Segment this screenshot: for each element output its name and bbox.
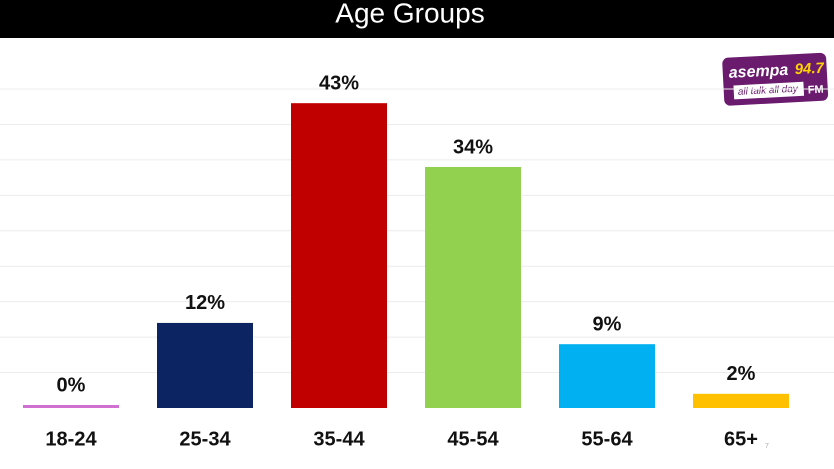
value-label: 2% <box>727 363 756 385</box>
x-tick-label: 35-44 <box>313 428 365 450</box>
x-tick-label: 45-54 <box>447 428 499 450</box>
bar <box>425 166 521 408</box>
x-tick-label: 18-24 <box>45 428 97 450</box>
logo-name: asempa <box>728 62 789 82</box>
bar <box>693 393 789 408</box>
logo-slogan-box <box>733 81 805 100</box>
x-tick-label: 55-64 <box>581 428 633 450</box>
bar <box>291 103 387 408</box>
chart-title: Age Groups <box>335 0 484 28</box>
logo: asempa 94.7 all talk all day FM <box>722 52 829 106</box>
value-label: 43% <box>319 72 359 94</box>
title-bar <box>0 0 834 38</box>
bar <box>559 344 655 408</box>
x-tick-label: 65+ <box>724 428 758 450</box>
value-label: 12% <box>185 292 225 314</box>
page-number: 7 <box>765 443 769 450</box>
bar <box>23 405 119 408</box>
value-label: 9% <box>593 313 622 335</box>
x-tick-label: 25-34 <box>179 428 231 450</box>
logo-frequency: 94.7 <box>794 60 825 79</box>
logo-band: FM <box>808 84 824 97</box>
value-label: 34% <box>453 136 493 158</box>
bar <box>157 322 253 408</box>
logo-slogan: all talk all day <box>738 84 800 98</box>
value-label: 0% <box>57 374 86 396</box>
